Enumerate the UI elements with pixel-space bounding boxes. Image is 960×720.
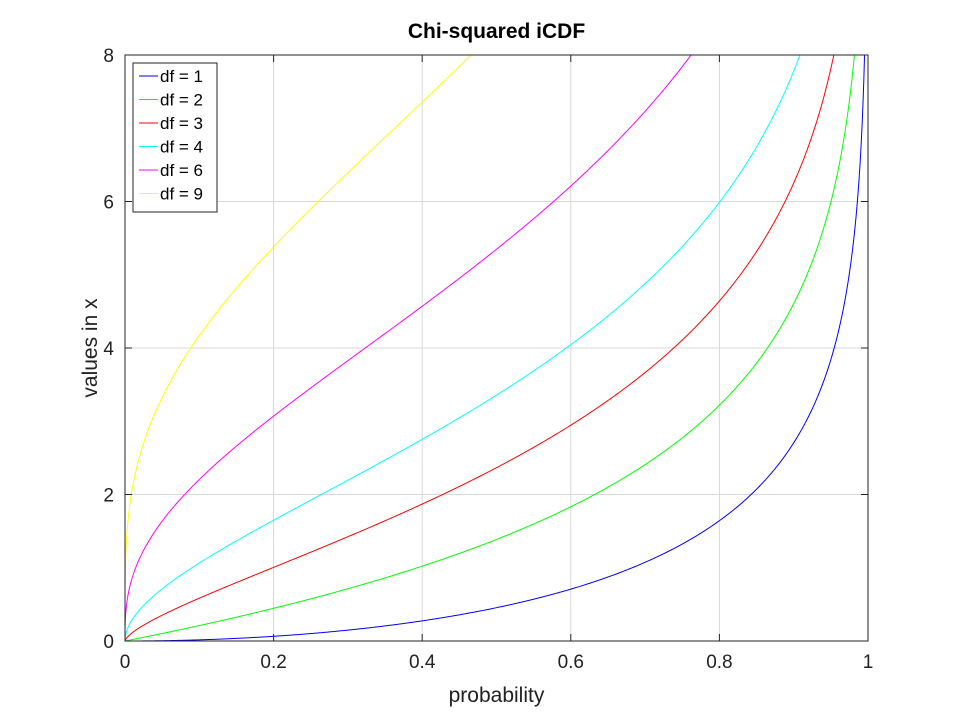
- series-group: [125, 55, 866, 641]
- x-tick-label: 0.6: [558, 652, 584, 673]
- x-tick-label: 1: [863, 652, 874, 673]
- legend-label-df-6: df = 6: [160, 161, 203, 180]
- legend-label-df-3: df = 3: [160, 114, 203, 133]
- legend-label-df-4: df = 4: [160, 138, 203, 157]
- y-tick-label: 8: [103, 46, 114, 67]
- y-axis-label: values in x: [79, 298, 102, 398]
- series-line-df-2: [125, 55, 855, 641]
- legend-label-df-9: df = 9: [160, 185, 203, 204]
- series-line-df-9: [125, 55, 472, 641]
- series-line-df-4: [125, 55, 801, 641]
- legend-box: [132, 62, 218, 213]
- x-tick-label: 0.8: [706, 652, 732, 673]
- y-tick-label: 4: [103, 339, 114, 360]
- chart-title: Chi-squared iCDF: [408, 20, 586, 43]
- series-line-df-6: [125, 55, 692, 641]
- legend: df = 1 df = 2 df = 3 df = 4 df = 6 df = 9: [132, 62, 218, 213]
- series-line-df-3: [125, 55, 835, 641]
- y-tick-label: 6: [103, 193, 114, 214]
- legend-label-df-2: df = 2: [160, 91, 203, 110]
- x-axis-label: probability: [449, 684, 545, 707]
- x-tick-label: 0.4: [409, 652, 436, 673]
- x-tick-label: 0: [120, 652, 131, 673]
- legend-label-df-1: df = 1: [160, 67, 203, 86]
- x-tick-label: 0.2: [260, 652, 286, 673]
- y-tick-label: 0: [103, 632, 114, 653]
- y-tick-label: 2: [103, 486, 114, 507]
- grid: [125, 55, 868, 641]
- ticks: 0 0.2 0.4 0.6 0.8 1 0 2 4 6 8: [103, 46, 873, 673]
- series-line-df-1: [125, 55, 866, 641]
